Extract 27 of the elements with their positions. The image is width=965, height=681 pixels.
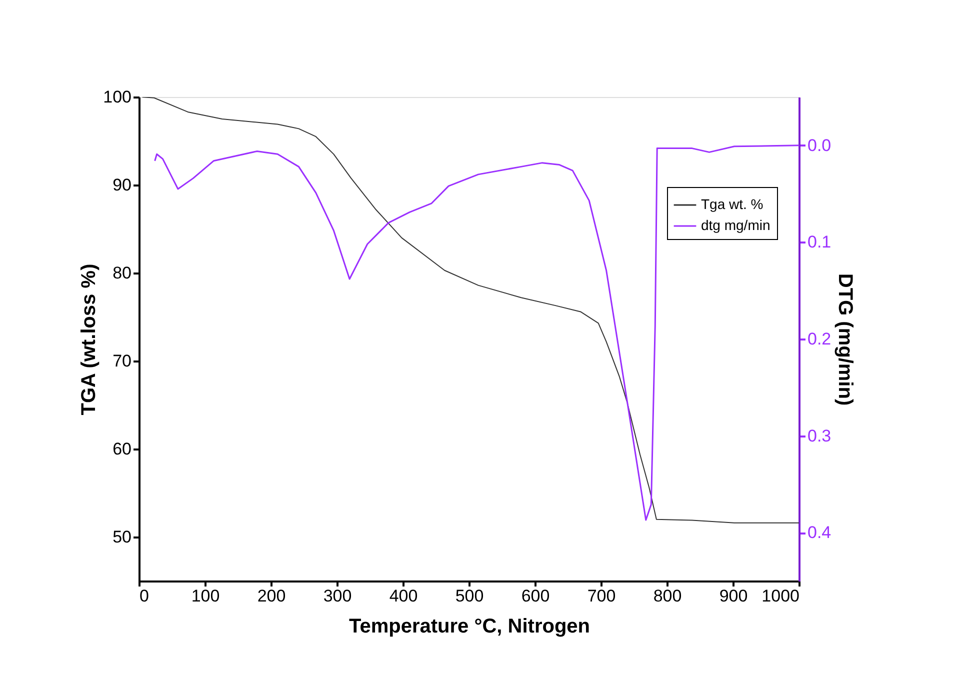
x-tick-label: 500 (455, 586, 484, 606)
y2-axis-title: DTG (mg/min) (834, 273, 856, 406)
x-tick-label: 200 (257, 586, 286, 606)
y2-tick-label: 0.1 (808, 232, 832, 252)
y-tick-label: 100 (103, 88, 132, 106)
y2-tick-label: 0.0 (808, 136, 832, 155)
x-tick-label: 400 (389, 586, 418, 606)
x-tick-label: 100 (191, 586, 220, 606)
x-tick-label: 0 (140, 586, 149, 606)
legend-label: dtg mg/min (701, 217, 770, 233)
legend-label: Tga wt. % (701, 196, 764, 212)
x-axis-title: Temperature °C, Nitrogen (349, 616, 590, 638)
y-tick-label: 90 (112, 176, 132, 194)
y-tick-label: 70 (112, 352, 132, 370)
x-tick-label: 800 (653, 586, 682, 606)
x-tick-label: 700 (587, 586, 616, 606)
y-tick-label: 80 (112, 264, 132, 282)
x-tick-label: 600 (521, 586, 550, 606)
y2-tick-label: 0.4 (808, 523, 832, 542)
y2-tick-label: 0.2 (808, 330, 832, 348)
y-tick-label: 50 (112, 528, 132, 546)
x-tick-label: 900 (719, 586, 748, 606)
y-axis-title: TGA (wt.loss %) (78, 264, 100, 416)
y2-tick-label: 0.3 (808, 426, 832, 446)
x-tick-label: 300 (323, 586, 352, 606)
y-tick-label: 60 (112, 440, 132, 458)
x-tick-label: 1000 (762, 586, 800, 606)
